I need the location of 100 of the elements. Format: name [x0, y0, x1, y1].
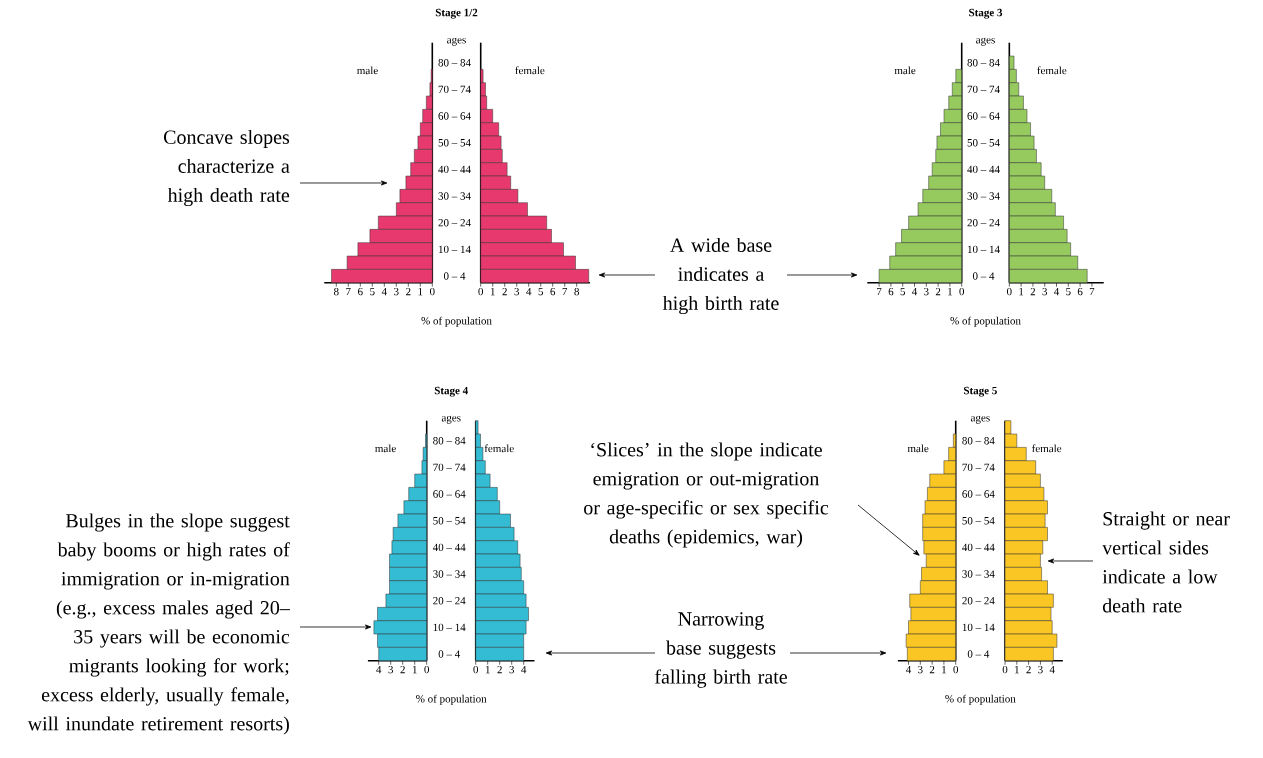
x-tick-label: 0	[959, 287, 965, 296]
y-tick-label: 40 – 44	[432, 543, 466, 552]
text: Narrowing base suggests falling birth rate	[654, 612, 787, 688]
text: male	[357, 66, 378, 75]
y-tick-label: 10 – 14	[433, 623, 466, 632]
x-tick-label: 1	[485, 665, 490, 674]
x-tick-label: 1	[412, 665, 417, 674]
series-label: male	[907, 444, 929, 453]
x-tick-label: 0	[424, 665, 430, 674]
chart-title: Stage 3	[969, 8, 1003, 19]
x-tick-label: 0	[953, 665, 959, 674]
series-label: female	[1032, 444, 1062, 453]
y-tick-label: 30 – 34	[962, 570, 995, 578]
x-tick-label: 0	[473, 665, 479, 674]
x-tick-label: 7	[562, 287, 568, 296]
y-axis-title: ages	[447, 37, 466, 46]
x-tick-label: 4	[376, 665, 382, 674]
y-tick-label: 60 – 64	[962, 490, 995, 498]
text: A wide base indicates a high birth rate	[662, 237, 779, 315]
y-tick-label: 20 – 24	[433, 597, 466, 605]
x-tick-label: 2	[1030, 287, 1036, 296]
y-tick-label: 80 – 84	[438, 58, 471, 67]
text: Concave slopes characterize a high death rate	[163, 129, 290, 207]
text: ‘Slices’ in the slope indicate emigration or out-migration or age-specific or sex specific deaths (epidemics, war)	[584, 442, 829, 548]
series-label: female	[484, 444, 514, 453]
y-tick-label: 50 – 54	[433, 517, 466, 525]
text: Straight or near vertical sides indicate a low death rate	[1102, 511, 1230, 613]
x-axis-title: % of population	[416, 694, 487, 705]
x-tick-label: 3	[1042, 287, 1048, 296]
chart-title: Stage 1/2	[435, 8, 478, 19]
y-tick-label: 80 – 84	[967, 58, 1000, 67]
y-tick-label: 40 – 44	[967, 165, 1000, 174]
x-tick-label: 1	[942, 665, 946, 674]
x-tick-label: 2	[935, 287, 941, 296]
y-tick-label: 70 – 74	[433, 463, 466, 472]
x-tick-label: 1	[418, 287, 423, 296]
x-tick-label: 6	[888, 287, 894, 296]
x-tick-label: 1	[1019, 287, 1024, 296]
y-tick-label: 0 – 4	[972, 272, 995, 280]
x-tick-label: 4	[1049, 665, 1055, 674]
y-tick-label: 10 – 14	[962, 623, 995, 632]
y-tick-label: 0 – 4	[438, 650, 461, 658]
x-tick-label: 2	[1026, 665, 1031, 674]
y-tick-label: 40 – 44	[962, 543, 995, 552]
y-tick-label: 70 – 74	[962, 463, 995, 472]
x-tick-label: 8	[333, 287, 339, 296]
y-tick-label: 30 – 34	[433, 570, 466, 578]
x-tick-label: 1	[490, 287, 495, 296]
text: male	[894, 66, 916, 75]
y-axis-title: ages	[441, 415, 461, 424]
y-tick-label: 60 – 64	[433, 490, 466, 498]
text: Bulges in the slope suggest baby booms or high rates of immigration or in-migration (e.g., excess males aged 20–35 years will be economic migrants looking for work; excess elderly, usually female, will inundate retirement resorts)	[27, 513, 290, 735]
series-label: female	[1037, 66, 1067, 75]
x-tick-label: 2	[406, 287, 411, 296]
x-tick-label: 0	[429, 287, 435, 296]
x-tick-label: 4	[526, 287, 532, 296]
x-tick-label: 2	[400, 665, 405, 674]
y-tick-label: 20 – 24	[962, 597, 995, 605]
chart-title: Stage 5	[963, 386, 997, 397]
x-tick-label: 6	[358, 287, 363, 296]
y-tick-label: 40 – 44	[438, 165, 471, 174]
y-tick-label: 0 – 4	[967, 650, 990, 658]
y-tick-label: 10 – 14	[438, 245, 471, 254]
x-tick-label: 8	[574, 287, 580, 296]
y-tick-label: 0 – 4	[443, 272, 466, 280]
x-tick-label: 5	[538, 287, 544, 296]
x-tick-label: 4	[905, 665, 912, 674]
x-tick-label: 7	[1089, 287, 1095, 296]
x-tick-label: 3	[1038, 665, 1043, 674]
x-tick-label: 5	[1066, 287, 1071, 296]
y-tick-label: 30 – 34	[438, 192, 471, 200]
x-tick-label: 1	[1015, 665, 1019, 674]
x-tick-label: 4	[1053, 287, 1060, 296]
x-tick-label: 3	[918, 665, 923, 674]
y-tick-label: 60 – 64	[438, 112, 471, 120]
x-tick-label: 5	[370, 287, 375, 296]
y-tick-label: 50 – 54	[962, 517, 995, 525]
x-tick-label: 2	[502, 287, 507, 296]
y-tick-label: 70 – 74	[967, 85, 1000, 94]
y-tick-label: 20 – 24	[967, 218, 1000, 227]
x-axis-title: % of population	[950, 316, 1021, 327]
x-tick-label: 1	[948, 287, 952, 296]
y-axis-title: ages	[970, 415, 990, 424]
x-tick-label: 7	[346, 287, 351, 296]
x-axis-title: % of population	[945, 694, 1016, 705]
y-tick-label: 80 – 84	[433, 437, 466, 445]
x-tick-label: 7	[877, 287, 882, 296]
x-tick-label: 3	[388, 665, 394, 674]
y-tick-label: 80 – 84	[962, 437, 995, 445]
y-tick-label: 60 – 64	[967, 112, 1000, 120]
x-axis-title: % of population	[421, 316, 492, 327]
y-tick-label: 30 – 34	[967, 192, 1000, 200]
y-tick-label: 50 – 54	[438, 138, 471, 147]
x-tick-label: 6	[1077, 287, 1083, 296]
y-tick-label: 10 – 14	[967, 245, 1000, 254]
x-tick-label: 2	[497, 665, 502, 674]
x-tick-label: 5	[900, 287, 906, 296]
x-tick-label: 3	[514, 287, 520, 296]
y-tick-label: 20 – 24	[438, 218, 471, 227]
text: male	[375, 444, 396, 453]
